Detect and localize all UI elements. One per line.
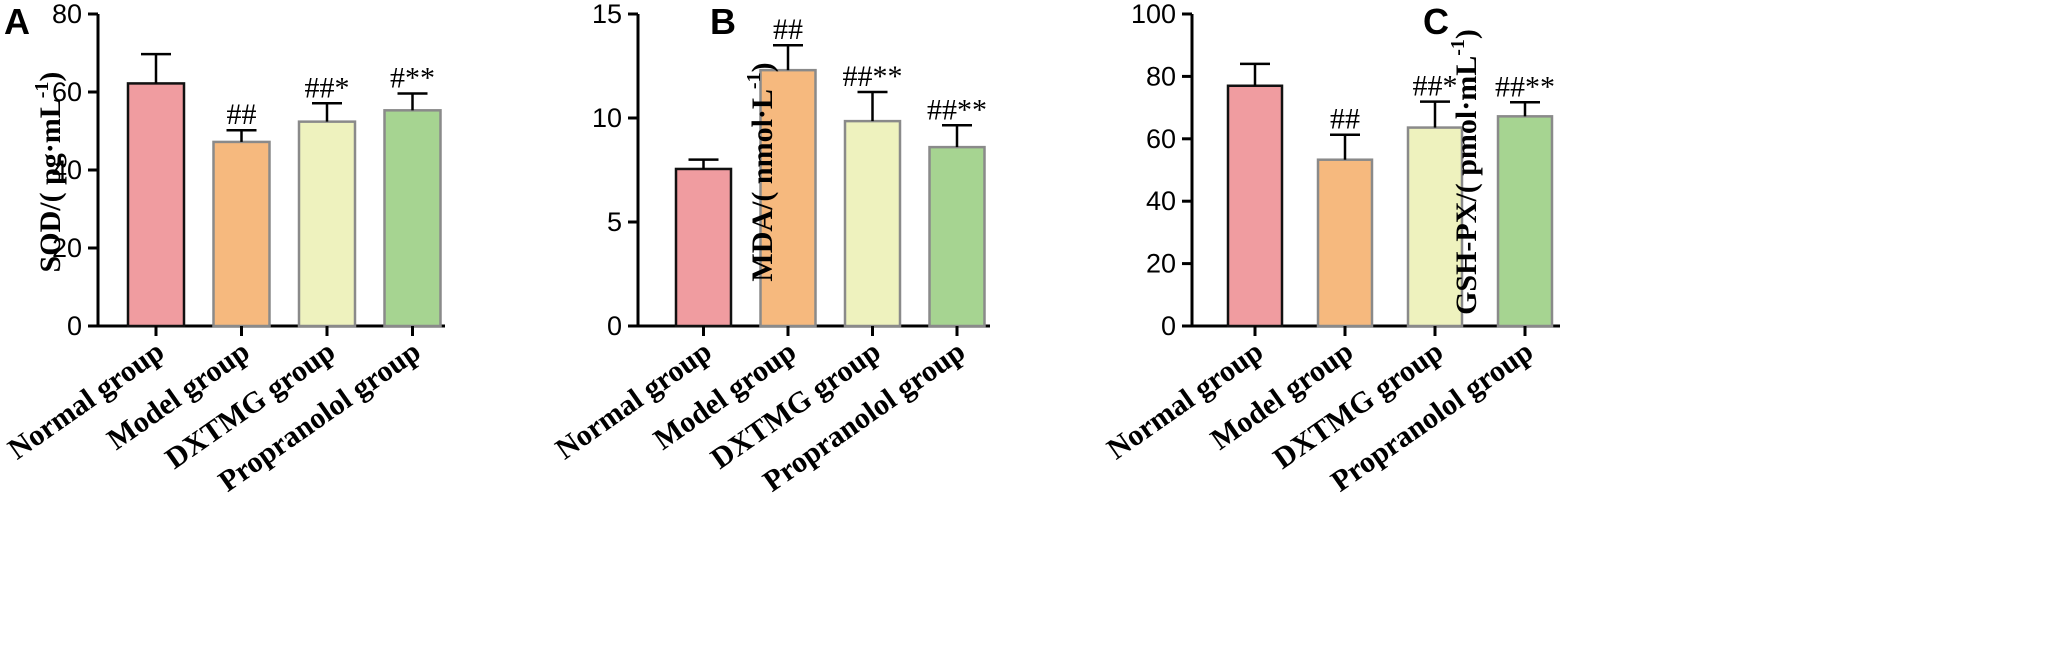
panel-b-y-axis-label: MDA/( nmol·L-1) bbox=[743, 62, 779, 281]
y-tick-label: 0 bbox=[1161, 311, 1176, 341]
x-category-label: Normal group bbox=[1101, 335, 1269, 466]
y-tick-label: 80 bbox=[52, 0, 82, 29]
significance-label: ##* bbox=[1413, 70, 1458, 103]
significance-label: ##** bbox=[927, 93, 987, 126]
bar bbox=[383, 109, 442, 328]
significance-label: ##** bbox=[843, 60, 903, 93]
bar bbox=[928, 145, 986, 328]
bar bbox=[212, 140, 271, 328]
y-tick-label: 100 bbox=[1131, 0, 1176, 29]
y-tick-label: 60 bbox=[52, 77, 82, 107]
panel-a-letter: A bbox=[4, 1, 30, 42]
significance-label: ## bbox=[227, 98, 257, 131]
bar bbox=[759, 68, 817, 328]
y-tick-label: 40 bbox=[52, 155, 82, 185]
significance-label: ## bbox=[1330, 103, 1360, 136]
bar bbox=[1226, 84, 1284, 328]
bar bbox=[297, 120, 357, 328]
significance-label: ## bbox=[773, 13, 803, 46]
y-tick-label: 40 bbox=[1146, 186, 1176, 216]
y-tick-label: 5 bbox=[607, 207, 622, 237]
bar bbox=[1496, 115, 1554, 328]
y-tick-label: 15 bbox=[592, 0, 622, 29]
panel-a-y-axis-label: SOD/( pg·mL-1) bbox=[31, 72, 67, 273]
panel-b-letter: B bbox=[710, 1, 736, 42]
significance-label: #** bbox=[390, 62, 435, 95]
panel-c-y-axis-label: GSH-PX/( pmol·mL-1) bbox=[1447, 29, 1483, 315]
significance-label: ##* bbox=[305, 71, 350, 104]
y-tick-label: 0 bbox=[67, 311, 82, 341]
y-tick-label: 0 bbox=[607, 311, 622, 341]
bar bbox=[1316, 158, 1374, 328]
bar bbox=[126, 82, 186, 328]
y-tick-label: 80 bbox=[1146, 61, 1176, 91]
bar bbox=[674, 167, 733, 328]
y-tick-label: 60 bbox=[1146, 124, 1176, 154]
bar bbox=[843, 119, 902, 328]
y-tick-label: 10 bbox=[592, 103, 622, 133]
significance-label: ##** bbox=[1495, 70, 1555, 103]
y-tick-label: 20 bbox=[1146, 249, 1176, 279]
y-tick-label: 20 bbox=[52, 233, 82, 263]
panel-c-letter: C bbox=[1423, 1, 1449, 42]
